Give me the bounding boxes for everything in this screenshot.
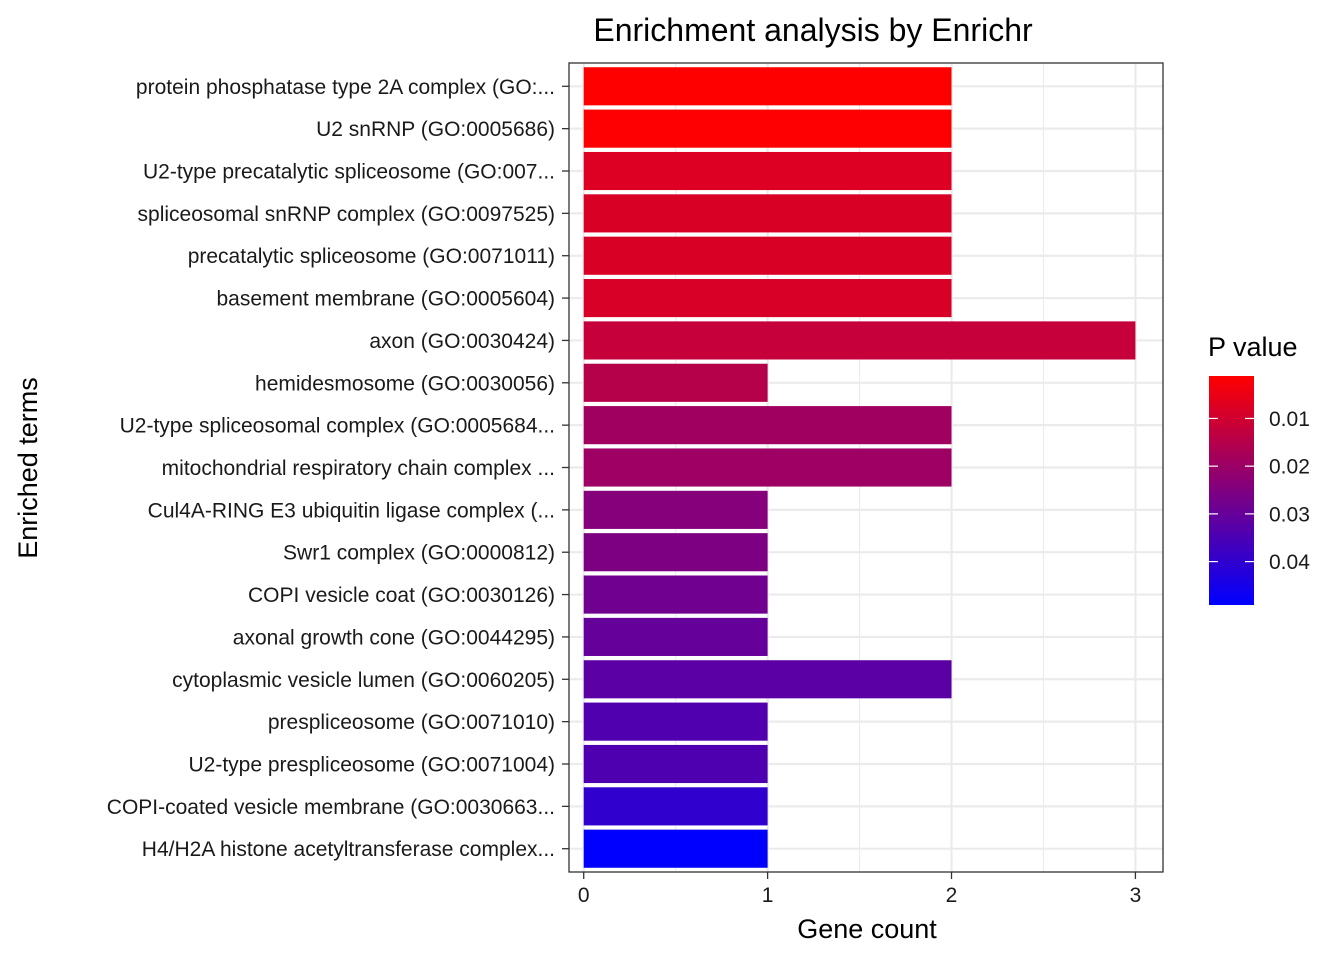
- y-tick-label: axon (GO:0030424): [369, 330, 555, 353]
- y-tick-label: basement membrane (GO:0005604): [216, 288, 555, 311]
- legend-tick-label: 0.02: [1269, 456, 1310, 479]
- x-tick-label: 0: [578, 884, 590, 907]
- y-tick-label: Swr1 complex (GO:0000812): [283, 542, 555, 565]
- y-tick-label: protein phosphatase type 2A complex (GO:…: [136, 76, 555, 99]
- y-tick-label: cytoplasmic vesicle lumen (GO:0060205): [172, 669, 555, 692]
- y-tick-label: axonal growth cone (GO:0044295): [233, 626, 555, 649]
- y-tick-label: H4/H2A histone acetyltransferase complex…: [142, 838, 555, 861]
- y-tick-label: COPI vesicle coat (GO:0030126): [248, 584, 555, 607]
- bar: [583, 109, 952, 148]
- bar: [583, 194, 952, 233]
- legend-tick-label: 0.01: [1269, 408, 1310, 431]
- bar: [583, 67, 952, 106]
- bar: [583, 321, 1136, 360]
- y-tick-label: U2-type precatalytic spliceosome (GO:007…: [143, 161, 555, 184]
- legend-tick-label: 0.04: [1269, 551, 1310, 574]
- y-tick-label: U2-type spliceosomal complex (GO:0005684…: [120, 415, 555, 438]
- legend-ticks: 0.01 0.02 0.03 0.04: [1209, 408, 1310, 574]
- bar: [583, 363, 768, 402]
- y-axis-title: Enriched terms: [13, 377, 43, 559]
- bar: [583, 744, 768, 784]
- bar: [583, 702, 768, 741]
- x-tick-label: 2: [946, 884, 958, 907]
- x-tick-label: 3: [1130, 884, 1142, 907]
- bar: [583, 829, 768, 868]
- x-tick-label: 1: [762, 884, 774, 907]
- y-tick-label: U2 snRNP (GO:0005686): [316, 118, 555, 141]
- y-tick-label: spliceosomal snRNP complex (GO:0097525): [138, 203, 555, 226]
- bar: [583, 575, 768, 614]
- bar: [583, 533, 768, 572]
- x-axis-title: Gene count: [797, 914, 937, 944]
- y-axis: protein phosphatase type 2A complex (GO:…: [107, 76, 569, 861]
- y-tick-label: mitochondrial respiratory chain complex …: [162, 457, 555, 480]
- y-tick-label: prespliceosome (GO:0071010): [268, 711, 555, 734]
- bar: [583, 617, 768, 656]
- bar: [583, 151, 952, 191]
- bar: [583, 406, 952, 445]
- bar: [583, 448, 952, 487]
- y-tick-label: U2-type prespliceosome (GO:0071004): [188, 753, 555, 776]
- y-tick-label: precatalytic spliceosome (GO:0071011): [188, 245, 555, 268]
- bars: [583, 67, 1136, 868]
- y-tick-label: Cul4A-RING E3 ubiquitin ligase complex (…: [148, 499, 555, 522]
- x-axis: 0 1 2 3: [578, 872, 1141, 907]
- bar: [583, 490, 768, 529]
- y-tick-label: hemidesmosome (GO:0030056): [255, 372, 555, 395]
- legend-tick-label: 0.03: [1269, 503, 1310, 526]
- legend: P value 0.01 0.02 0.03 0.04: [1208, 332, 1310, 605]
- chart-title: Enrichment analysis by Enrichr: [593, 12, 1033, 48]
- bar: [583, 660, 952, 699]
- bar: [583, 279, 952, 318]
- bar: [583, 236, 952, 275]
- legend-colorbar: [1209, 376, 1254, 605]
- bar: [583, 787, 768, 826]
- y-tick-label: COPI-coated vesicle membrane (GO:0030663…: [107, 796, 555, 819]
- legend-title: P value: [1208, 332, 1298, 362]
